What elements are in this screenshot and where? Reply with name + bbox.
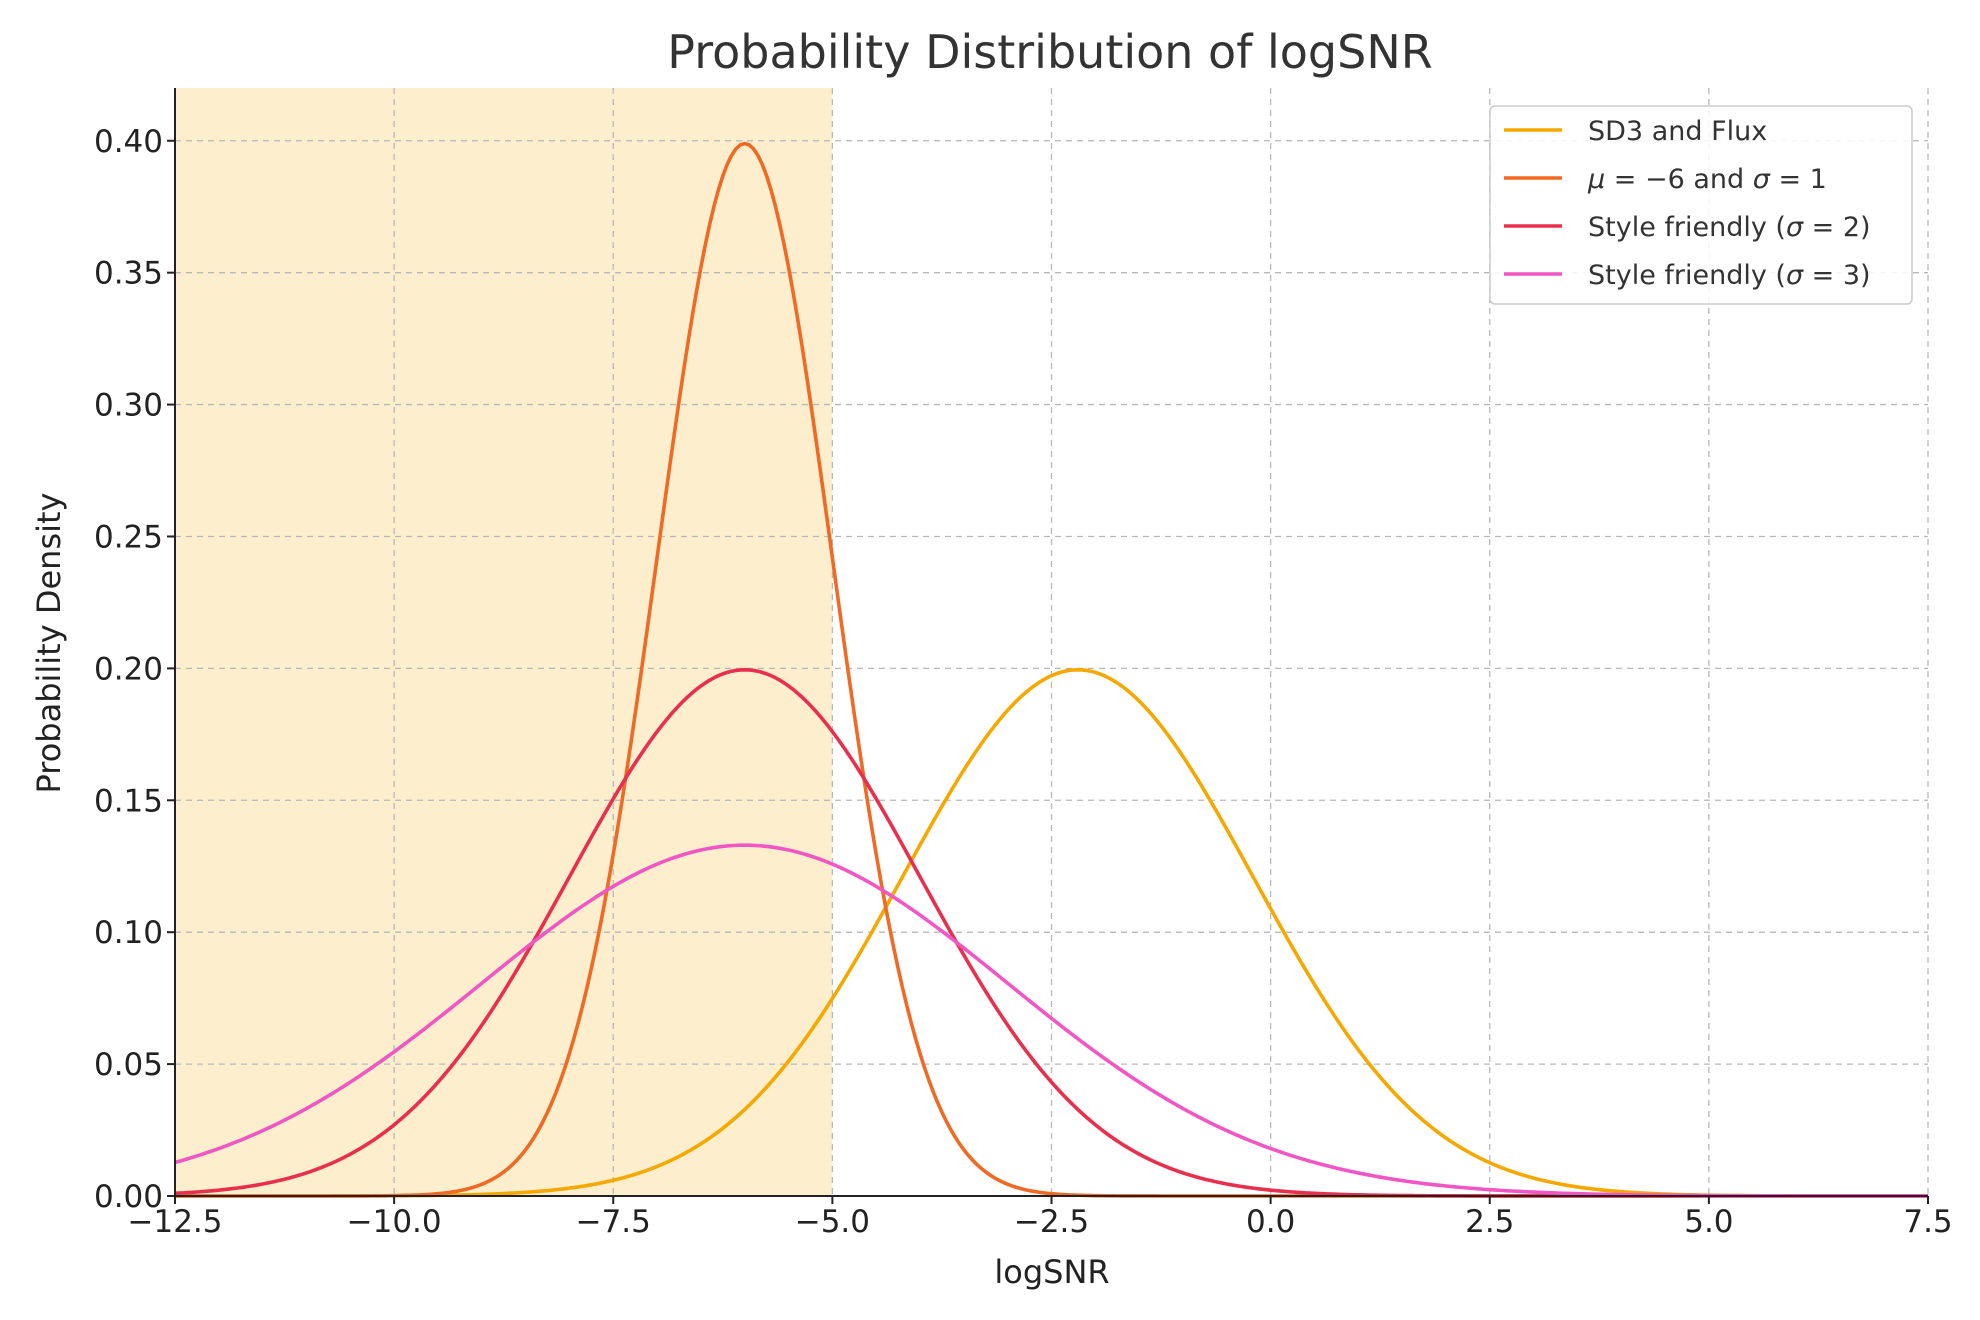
x-tick-label: −7.5 <box>576 1204 651 1240</box>
legend-entry: Style friendly (σ = 3) <box>1504 260 1871 291</box>
x-tick-label: −5.0 <box>795 1204 870 1240</box>
x-tick-label: −12.5 <box>128 1204 223 1240</box>
legend-label: μ = −6 and σ = 1 <box>1587 164 1827 195</box>
x-tick-label: 7.5 <box>1903 1204 1952 1240</box>
y-tick-label: 0.25 <box>94 519 163 555</box>
x-tick-label: 0.0 <box>1246 1204 1295 1240</box>
y-tick-label: 0.20 <box>94 651 163 687</box>
y-tick-label: 0.35 <box>94 256 163 292</box>
legend: SD3 and Flux μ = −6 and σ = 1 Style friend… <box>1489 105 1913 305</box>
legend-entry: Style friendly (σ = 2) <box>1504 212 1871 243</box>
y-tick-label: 0.40 <box>94 124 163 160</box>
y-ticks: 0.00 0.05 0.10 0.15 0.20 0.25 0.30 0.35 0.40 <box>94 124 175 1215</box>
shaded-region <box>175 88 833 1196</box>
x-tick-label: 2.5 <box>1465 1204 1514 1240</box>
legend-label: Style friendly (σ = 2) <box>1588 212 1871 243</box>
plot-area: −12.5 −10.0 −7.5 −5.0 −2.5 0.0 2.5 5.0 7.5 0.000… <box>94 88 1953 1240</box>
legend-box <box>1489 105 1913 305</box>
series-line-4 <box>174 843 1929 1198</box>
x-ticks: −12.5 −10.0 −7.5 −5.0 −2.5 0.0 2.5 5.0 7.5 <box>128 1196 1953 1240</box>
x-tick-label: −2.5 <box>1014 1204 1089 1240</box>
x-tick-label: −10.0 <box>347 1204 442 1240</box>
y-tick-label: 0.00 <box>94 1179 163 1215</box>
y-tick-label: 0.30 <box>94 388 163 424</box>
y-tick-label: 0.10 <box>94 915 163 951</box>
x-tick-label: 5.0 <box>1684 1204 1733 1240</box>
chart-title: Probability Distribution of logSNR <box>667 25 1432 79</box>
series-line-1 <box>175 667 1928 1198</box>
legend-label: SD3 and Flux <box>1588 116 1767 147</box>
legend-entry: SD3 and Flux <box>1504 116 1767 147</box>
y-tick-label: 0.05 <box>94 1047 163 1083</box>
x-axis-label: logSNR <box>994 1253 1109 1291</box>
legend-label: Style friendly (σ = 3) <box>1588 260 1871 291</box>
y-tick-label: 0.15 <box>94 783 163 819</box>
legend-entry: μ = −6 and σ = 1 <box>1504 164 1827 195</box>
y-axis-label: Probability Density <box>30 493 68 794</box>
